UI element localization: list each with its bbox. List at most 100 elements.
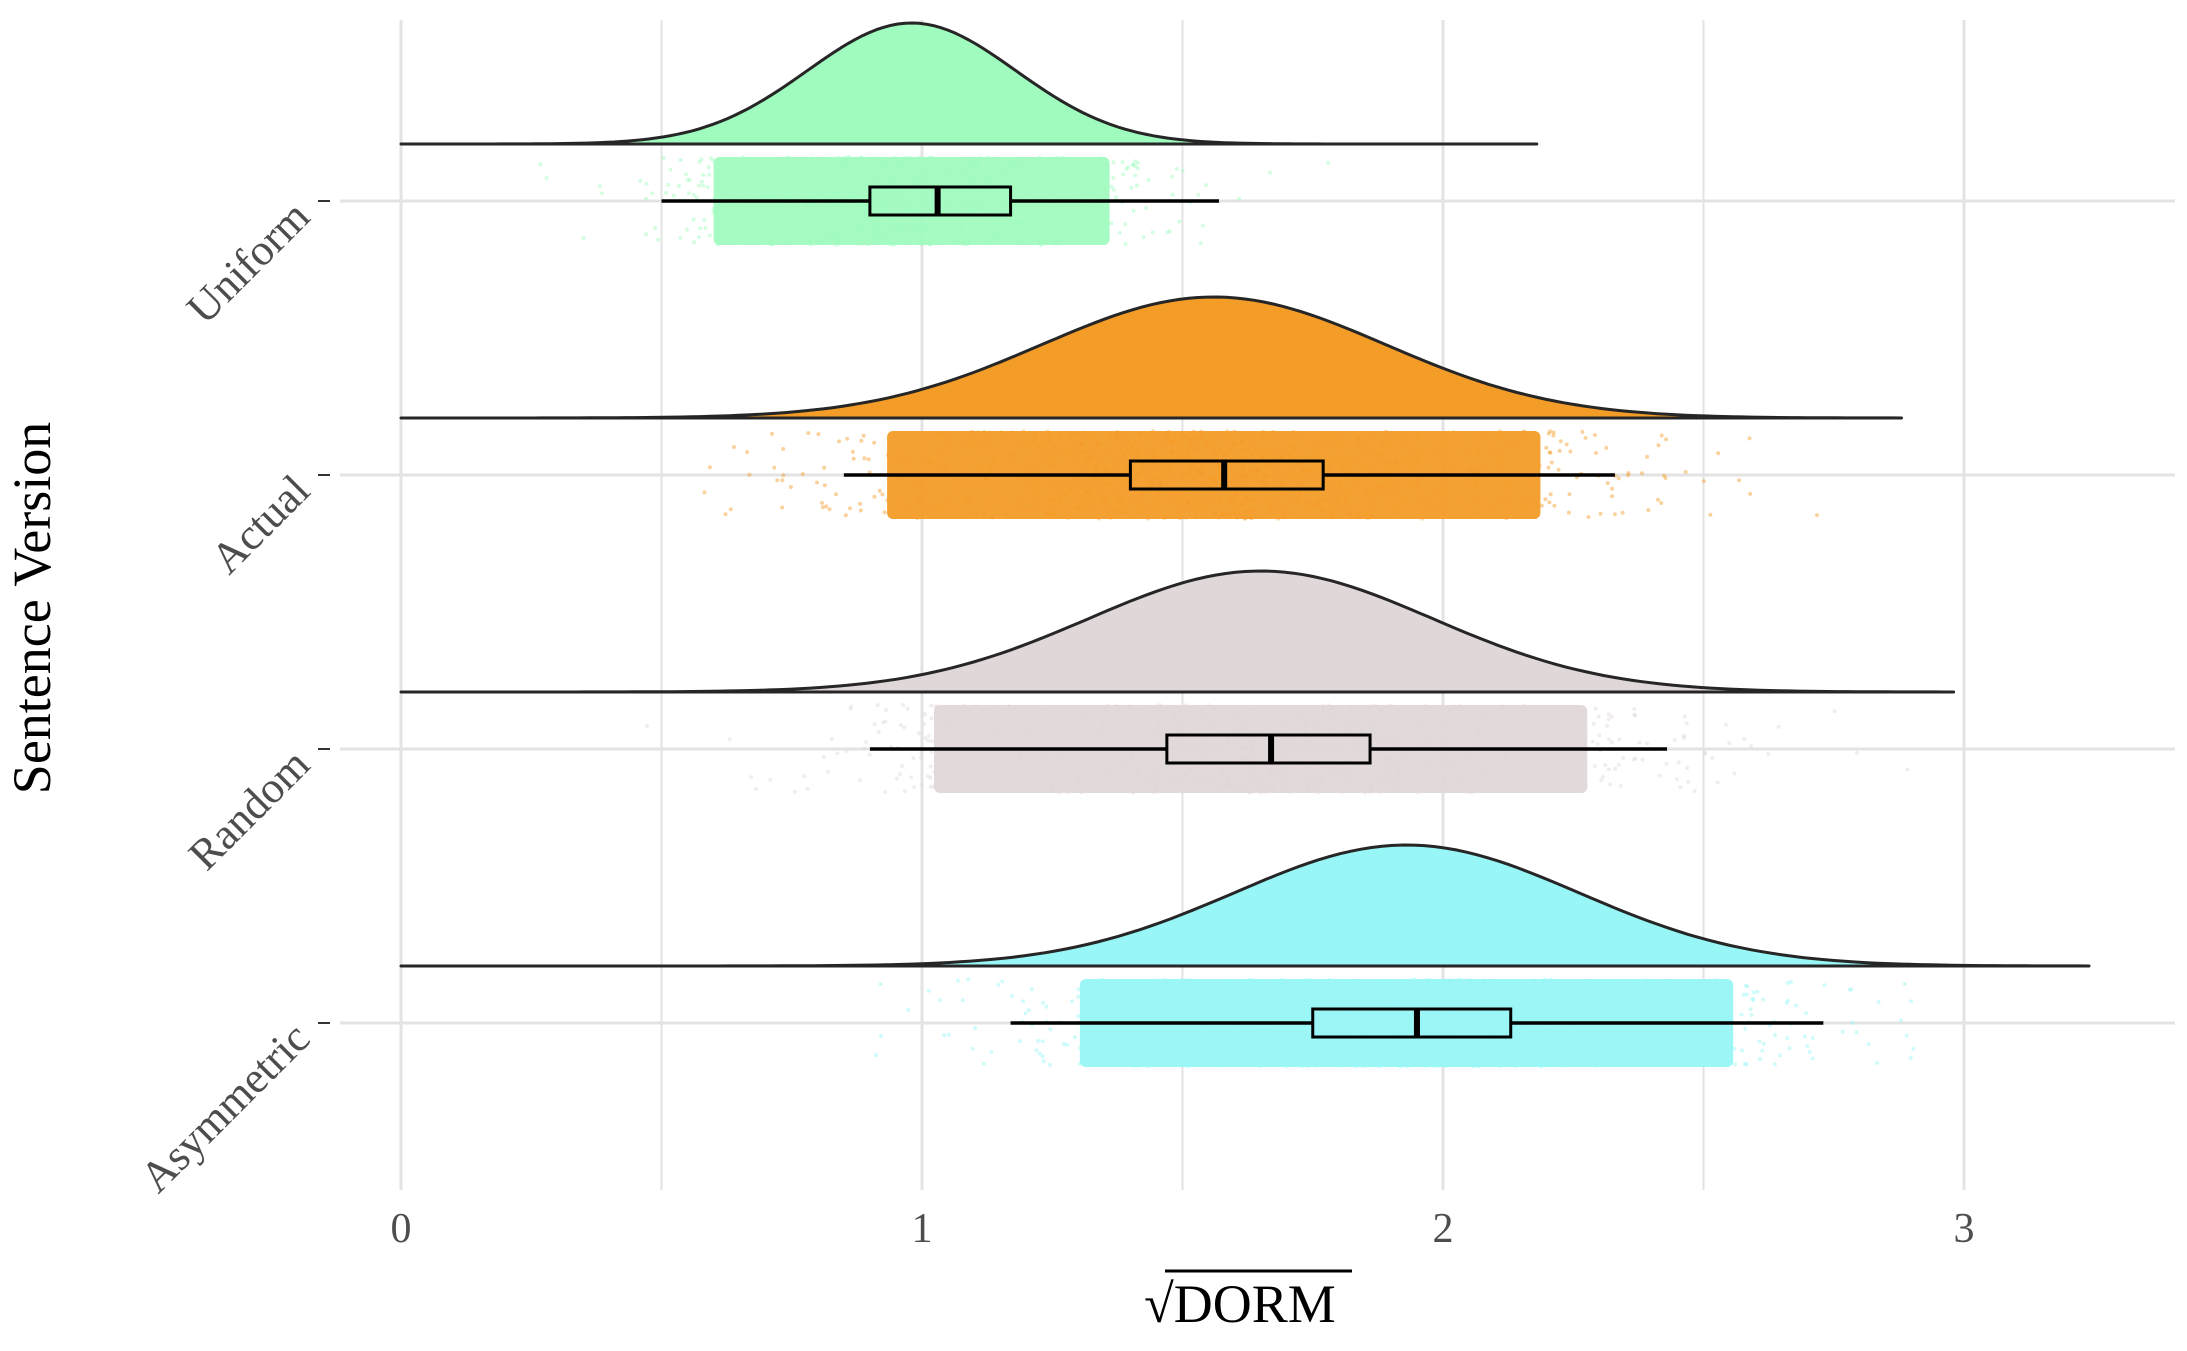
rain-point bbox=[1569, 1050, 1574, 1055]
rain-point bbox=[902, 156, 907, 161]
rain-point bbox=[1408, 1054, 1412, 1059]
rain-point bbox=[1616, 762, 1621, 767]
rain-point bbox=[1196, 752, 1201, 757]
rain-point bbox=[1024, 225, 1028, 230]
rain-point bbox=[1259, 478, 1264, 483]
rain-point bbox=[1162, 516, 1167, 520]
rain-point bbox=[1294, 473, 1299, 478]
rain-point bbox=[1079, 789, 1084, 794]
rain-point bbox=[1086, 738, 1091, 743]
rain-point bbox=[1331, 1001, 1336, 1006]
rain-point bbox=[1450, 719, 1455, 724]
rain-point bbox=[1226, 740, 1231, 745]
rain-point bbox=[932, 463, 937, 468]
rain-point bbox=[1180, 168, 1185, 173]
rain-point bbox=[1393, 487, 1398, 492]
rain-point bbox=[1064, 481, 1069, 486]
rain-point bbox=[1448, 721, 1453, 726]
rain-point bbox=[1189, 1030, 1194, 1035]
rain-point bbox=[1203, 737, 1208, 742]
rain-point bbox=[1206, 483, 1210, 488]
rain-point bbox=[1283, 736, 1288, 741]
rain-point bbox=[1567, 1002, 1572, 1007]
rain-point bbox=[1054, 488, 1059, 493]
rain-point bbox=[1260, 481, 1264, 486]
rain-point bbox=[851, 210, 856, 215]
rain-point bbox=[1003, 496, 1008, 501]
rain-point bbox=[1016, 757, 1020, 762]
rain-point bbox=[1301, 468, 1306, 473]
rain-point bbox=[903, 173, 908, 178]
rain-point bbox=[1170, 436, 1175, 441]
rain-point bbox=[1199, 746, 1204, 751]
rain-point bbox=[796, 229, 801, 233]
rain-point bbox=[1456, 977, 1461, 982]
rain-point bbox=[915, 166, 920, 171]
rain-point bbox=[1098, 167, 1103, 172]
rain-point bbox=[849, 171, 854, 176]
rain-point bbox=[920, 191, 924, 195]
rain-point bbox=[1074, 175, 1079, 180]
rain-point bbox=[882, 165, 887, 170]
rain-point bbox=[1262, 1028, 1267, 1033]
rain-point bbox=[934, 704, 939, 709]
rain-point bbox=[1346, 470, 1351, 474]
rain-point bbox=[1061, 486, 1066, 491]
rain-point bbox=[1280, 492, 1285, 497]
rain-point bbox=[1281, 514, 1286, 519]
rain-point bbox=[1049, 788, 1054, 793]
rain-point bbox=[1114, 195, 1119, 200]
rain-point bbox=[1597, 1049, 1601, 1053]
rain-point bbox=[979, 175, 984, 180]
rain-point bbox=[1376, 483, 1381, 488]
rain-point bbox=[1466, 1050, 1471, 1055]
rain-point bbox=[953, 191, 958, 196]
rain-point bbox=[1242, 477, 1247, 482]
rain-point bbox=[1422, 501, 1426, 506]
rain-point bbox=[1247, 1015, 1252, 1019]
rain-point bbox=[1337, 1063, 1341, 1068]
rain-point bbox=[1258, 775, 1263, 780]
rain-point bbox=[1451, 1031, 1456, 1036]
rain-point bbox=[1555, 778, 1560, 783]
rain-point bbox=[1093, 466, 1098, 471]
rain-point bbox=[824, 196, 828, 201]
rain-point bbox=[993, 487, 998, 492]
rain-point bbox=[771, 224, 776, 229]
rain-point bbox=[1091, 502, 1096, 507]
rain-point bbox=[1248, 510, 1252, 515]
rain-point bbox=[1159, 1025, 1164, 1030]
rain-point bbox=[896, 228, 901, 233]
rain-point bbox=[1079, 720, 1084, 724]
rain-point bbox=[858, 170, 863, 175]
rain-point bbox=[1405, 1064, 1410, 1069]
rain-point bbox=[1111, 160, 1116, 165]
rain-point bbox=[1022, 486, 1027, 491]
rain-point bbox=[1104, 715, 1109, 720]
rain-point bbox=[1133, 164, 1138, 169]
rain-point bbox=[785, 155, 790, 160]
rain-point bbox=[1033, 231, 1038, 236]
rain-point bbox=[1004, 179, 1009, 184]
rain-point bbox=[940, 755, 945, 760]
rain-point bbox=[1459, 997, 1463, 1002]
rain-point bbox=[1050, 462, 1055, 467]
rain-point bbox=[988, 776, 993, 780]
rain-point bbox=[934, 715, 939, 720]
rain-point bbox=[820, 500, 824, 505]
rain-point bbox=[1352, 712, 1357, 717]
rain-point bbox=[934, 755, 939, 760]
rain-point bbox=[1058, 232, 1063, 236]
rain-point bbox=[1340, 729, 1345, 734]
rain-point bbox=[1785, 1036, 1790, 1041]
rain-point bbox=[1054, 242, 1059, 247]
rain-point bbox=[788, 485, 793, 489]
rain-point bbox=[1412, 450, 1417, 455]
rain-point bbox=[1400, 789, 1405, 794]
rain-point bbox=[1207, 476, 1212, 481]
rain-point bbox=[1369, 703, 1374, 708]
rain-point bbox=[1099, 234, 1104, 238]
rain-point bbox=[933, 223, 938, 228]
rain-point bbox=[1480, 1028, 1485, 1032]
rain-point bbox=[1866, 1042, 1871, 1047]
